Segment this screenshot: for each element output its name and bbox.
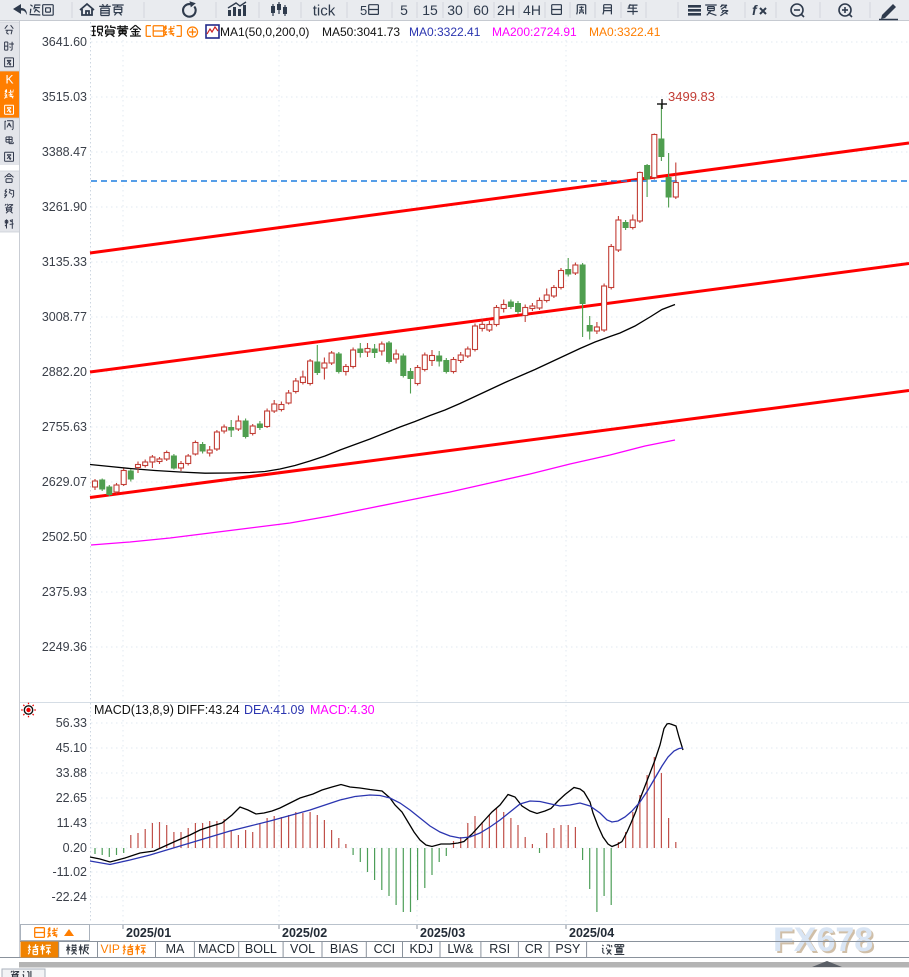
svg-text:3008.77: 3008.77 [42,310,87,324]
svg-text:BIAS: BIAS [330,942,359,956]
svg-text:MA1(50,0,200,0): MA1(50,0,200,0) [220,25,309,39]
svg-text:VOL: VOL [290,942,315,956]
svg-text:56.33: 56.33 [56,716,87,730]
svg-text:FX678: FX678 [773,921,873,959]
svg-text:22.65: 22.65 [56,791,87,805]
svg-text:33.88: 33.88 [56,766,87,780]
svg-text:3135.33: 3135.33 [42,255,87,269]
svg-text:30: 30 [447,2,463,18]
svg-text:CCI: CCI [374,942,396,956]
svg-text:4H: 4H [523,2,541,18]
svg-text:2025/04: 2025/04 [569,926,614,940]
svg-text:MA50:3041.73: MA50:3041.73 [322,25,400,39]
svg-text:MACD:4.30: MACD:4.30 [310,703,375,717]
svg-text:DEA:41.09: DEA:41.09 [244,703,305,717]
svg-text:5: 5 [360,3,367,18]
svg-text:2025/01: 2025/01 [126,926,171,940]
svg-text:2025/03: 2025/03 [420,926,465,940]
svg-text:15: 15 [422,2,438,18]
svg-text:0.20: 0.20 [63,841,87,855]
svg-text:MA: MA [166,942,185,956]
svg-text:f: f [752,2,758,18]
svg-text:3388.47: 3388.47 [42,145,87,159]
svg-text:2249.36: 2249.36 [42,640,87,654]
svg-text:DIFF:43.24: DIFF:43.24 [177,703,240,717]
svg-text:RSI: RSI [489,942,510,956]
svg-text:MA200:2724.91: MA200:2724.91 [492,25,577,39]
svg-text:CR: CR [525,942,543,956]
svg-text:MA0:3322.41: MA0:3322.41 [409,25,481,39]
svg-text:MA0:3322.41: MA0:3322.41 [589,25,661,39]
svg-text:3515.03: 3515.03 [42,90,87,104]
svg-text:2375.93: 2375.93 [42,585,87,599]
svg-text:MACD: MACD [198,942,235,956]
svg-text:2025/02: 2025/02 [282,926,327,940]
svg-text:BOLL: BOLL [245,942,277,956]
svg-text:-11.02: -11.02 [52,865,87,879]
svg-text:3261.90: 3261.90 [42,200,87,214]
svg-text:11.43: 11.43 [57,816,87,830]
svg-text:45.10: 45.10 [56,741,87,755]
svg-text:LW&: LW& [447,942,474,956]
svg-text:PSY: PSY [555,942,581,956]
svg-text:VIP: VIP [101,942,120,956]
svg-text:2882.20: 2882.20 [42,365,87,379]
svg-text:KDJ: KDJ [409,942,433,956]
svg-text:K: K [5,72,13,86]
svg-text:-22.24: -22.24 [52,890,87,904]
svg-text:2629.07: 2629.07 [42,475,87,489]
svg-text:3499.83: 3499.83 [668,89,715,104]
svg-text:MACD(13,8,9): MACD(13,8,9) [94,703,174,717]
svg-text:2502.50: 2502.50 [42,530,87,544]
svg-text:2H: 2H [497,2,515,18]
svg-text:60: 60 [473,2,489,18]
svg-text:3641.60: 3641.60 [42,35,87,49]
svg-text:5: 5 [400,2,408,18]
svg-text:2755.63: 2755.63 [42,420,87,434]
svg-text:tick: tick [313,2,336,19]
